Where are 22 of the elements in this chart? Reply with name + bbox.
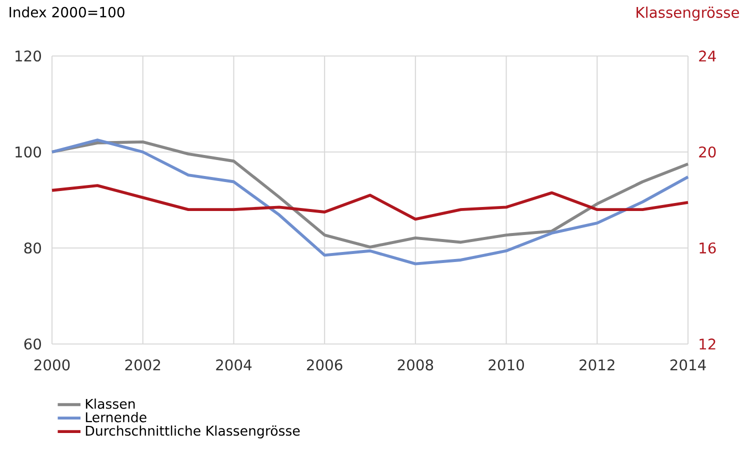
legend-label: Lernende bbox=[86, 412, 146, 422]
x-tick-label: 2004 bbox=[216, 359, 252, 370]
x-tick-label: 2008 bbox=[398, 359, 434, 370]
x-tick-label: 2002 bbox=[125, 359, 160, 370]
y2-tick-label: 20 bbox=[699, 146, 716, 158]
y2-tick-label: 24 bbox=[699, 50, 716, 62]
line-series bbox=[50, 184, 690, 221]
y2-tick-label: 12 bbox=[700, 338, 716, 350]
y-tick-label: 100 bbox=[16, 146, 41, 158]
x-tick-label: 2014 bbox=[670, 359, 706, 370]
y2-tick-label: 16 bbox=[700, 242, 716, 254]
y-tick-label: 60 bbox=[24, 338, 41, 350]
x-tick-label: 2012 bbox=[580, 359, 614, 370]
x-tick-label: 2010 bbox=[488, 359, 524, 370]
y2-axis-title: Klassengrösse bbox=[636, 6, 739, 21]
y-tick-label: 80 bbox=[24, 242, 41, 254]
legend-label: Klassen bbox=[86, 398, 135, 409]
x-tick-label: 2000 bbox=[34, 359, 70, 370]
x-tick-label: 2006 bbox=[306, 359, 342, 370]
y-axis-title: Index 2000=100 bbox=[10, 6, 124, 18]
legend-label: Durchschnittliche Klassengrösse bbox=[86, 425, 300, 438]
y-tick-label: 120 bbox=[16, 50, 41, 62]
